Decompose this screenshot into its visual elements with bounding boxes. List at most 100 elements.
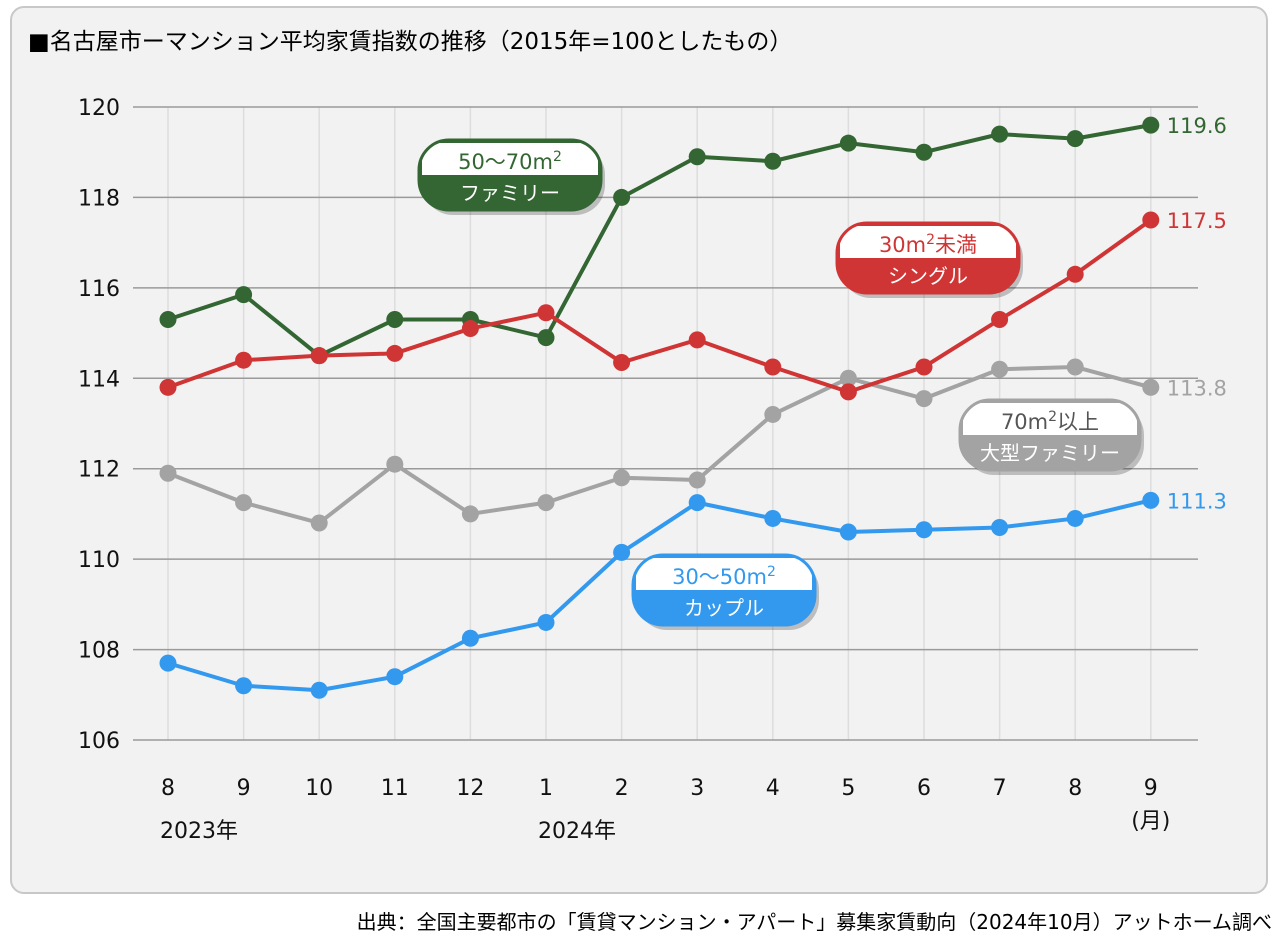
data-point: [310, 347, 328, 365]
badge-bottom-text: ファミリー: [460, 181, 560, 205]
year-label: 2023年: [160, 819, 238, 844]
data-point: [764, 358, 782, 376]
data-point: [537, 329, 555, 347]
x-tick-label: 1: [539, 776, 553, 801]
data-point: [310, 514, 328, 532]
data-point: [386, 455, 404, 473]
y-tick-label: 106: [78, 729, 120, 754]
badge-top-band: [422, 143, 598, 175]
data-point: [1066, 509, 1084, 527]
x-unit-label: (月): [1131, 809, 1170, 834]
data-point: [310, 681, 328, 699]
data-point: [386, 311, 404, 329]
y-tick-label: 110: [78, 548, 120, 573]
data-point: [1142, 378, 1160, 396]
series-large-family: 113.8: [159, 358, 1227, 532]
y-axis-tick-labels: 106 108 110 112 114 116 118 120: [78, 96, 120, 754]
badge-border: [417, 138, 603, 212]
data-point: [991, 360, 1009, 378]
data-point: [1066, 265, 1084, 283]
source-note: 出典：全国主要都市の「賃貸マンション・アパート」募集家賃動向（2024年10月）…: [356, 910, 1272, 934]
x-tick-label: 7: [993, 776, 1007, 801]
data-point: [461, 320, 479, 338]
series-line: [167, 364, 1152, 525]
data-point: [537, 494, 555, 512]
x-tick-label: 8: [1068, 776, 1082, 801]
badge-top-band: [636, 558, 812, 590]
y-tick-label: 112: [78, 458, 120, 483]
badge-border: [958, 398, 1142, 472]
data-point: [1142, 211, 1160, 229]
badge-top-text: 30〜50m2: [672, 564, 776, 589]
data-point: [915, 143, 933, 161]
series-couple: 111.3: [159, 489, 1227, 699]
badge-bottom-text: シングル: [888, 264, 968, 288]
data-series: 113.8 119.6 117.5 111.3: [159, 114, 1227, 699]
data-point: [1066, 358, 1084, 376]
data-point: [915, 521, 933, 539]
x-tick-label: 3: [690, 776, 704, 801]
data-point: [764, 405, 782, 423]
data-point: [235, 286, 253, 304]
badge-border: [835, 221, 1021, 295]
chart-title: ■名古屋市ーマンション平均家賃指数の推移（2015年=100としたもの）: [28, 29, 793, 55]
y-tick-label: 108: [78, 639, 120, 664]
end-value-label: 119.6: [1167, 114, 1227, 138]
data-point: [688, 494, 706, 512]
data-point: [1142, 491, 1160, 509]
data-point: [764, 152, 782, 170]
data-point: [688, 471, 706, 489]
year-label: 2024年: [538, 819, 616, 844]
end-value-label: 117.5: [1167, 209, 1227, 233]
data-point: [235, 351, 253, 369]
data-point: [613, 353, 631, 371]
data-point: [839, 369, 857, 387]
badge-top-text: 30m2未満: [879, 232, 977, 257]
series-line: [167, 218, 1152, 394]
x-tick-label: 12: [456, 776, 484, 801]
series-line: [167, 123, 1152, 358]
badge-top-band: [963, 403, 1137, 435]
x-tick-label: 8: [161, 776, 175, 801]
y-tick-label: 118: [78, 186, 120, 211]
badge-top-text: 70m2以上: [1001, 409, 1099, 434]
gridlines: [133, 106, 1198, 741]
data-point: [613, 469, 631, 487]
data-point: [386, 344, 404, 362]
data-point: [235, 494, 253, 512]
x-tick-label: 6: [917, 776, 931, 801]
data-point: [386, 668, 404, 686]
data-point: [991, 125, 1009, 143]
data-point: [537, 304, 555, 322]
data-point: [461, 505, 479, 523]
data-point: [1142, 116, 1160, 134]
data-point: [1066, 130, 1084, 148]
badge-top-text: 50〜70m2: [458, 149, 562, 174]
data-point: [915, 358, 933, 376]
data-point: [688, 331, 706, 349]
badge-family: 50〜70m2 ファミリー: [417, 138, 605, 215]
data-point: [235, 677, 253, 695]
data-point: [461, 629, 479, 647]
y-tick-label: 120: [78, 96, 120, 121]
data-point: [159, 311, 177, 329]
end-value-label: 113.8: [1167, 376, 1227, 400]
data-point: [613, 188, 631, 206]
x-tick-label: 9: [1144, 776, 1158, 801]
end-value-label: 111.3: [1167, 489, 1227, 513]
data-point: [159, 378, 177, 396]
badge-couple: 30〜50m2 カップル: [631, 553, 819, 630]
y-tick-label: 116: [78, 277, 120, 302]
data-point: [159, 654, 177, 672]
series-family: 119.6: [159, 114, 1227, 365]
badge-bottom-text: カップル: [684, 596, 764, 620]
y-tick-label: 114: [78, 367, 120, 392]
badge-top-band: [840, 226, 1016, 258]
data-point: [915, 390, 933, 408]
x-tick-label: 9: [237, 776, 251, 801]
